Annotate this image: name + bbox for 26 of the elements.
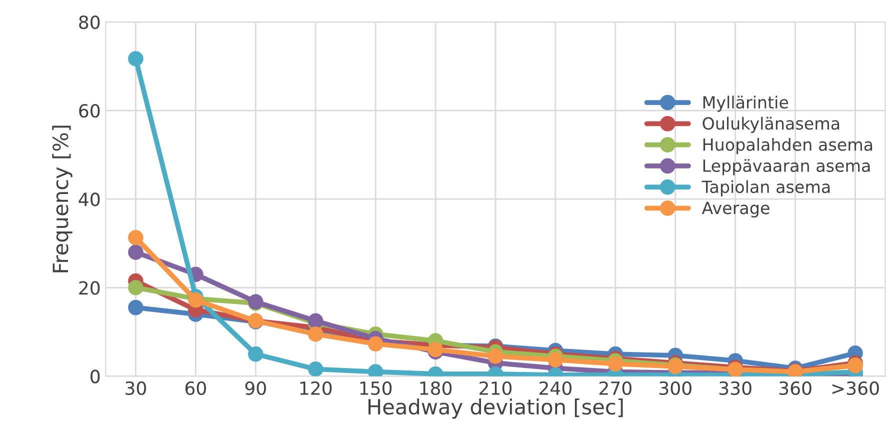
legend-label: Leppävaaran asema xyxy=(703,159,870,176)
x-tick-label: 330 xyxy=(719,381,752,396)
x-tick-label: 240 xyxy=(540,381,572,396)
x-tick-label: 180 xyxy=(420,381,452,396)
x-tick-label: 270 xyxy=(600,381,632,396)
y-tick-label: 40 xyxy=(78,192,100,206)
legend-label: Huopalahden asema xyxy=(703,138,872,154)
legend-label: Tapiolan asema xyxy=(702,180,830,196)
y-axis-title: Frequency [%] xyxy=(52,126,72,272)
x-tick-label: 90 xyxy=(245,381,266,396)
x-tick-label: 150 xyxy=(360,381,392,396)
x-tick-label: 300 xyxy=(660,381,692,396)
legend-label: Oulukylänasema xyxy=(702,116,840,133)
x-tick-label: 210 xyxy=(480,381,512,396)
x-tick-label: 30 xyxy=(126,381,146,396)
y-tick-label: 80 xyxy=(79,15,100,30)
y-tick-label: 20 xyxy=(79,281,100,295)
x-tick-label: 360 xyxy=(779,381,812,396)
x-tick-label: 60 xyxy=(185,381,206,396)
x-axis-title: Headway deviation [sec] xyxy=(368,398,623,419)
legend-label: Average xyxy=(702,202,770,218)
x-tick-label: 120 xyxy=(300,381,332,396)
x-tick-label: >360 xyxy=(832,381,879,396)
y-tick-label: 60 xyxy=(79,104,100,118)
legend-label: Myllärintie xyxy=(703,96,788,112)
y-tick-label: 0 xyxy=(90,370,100,384)
